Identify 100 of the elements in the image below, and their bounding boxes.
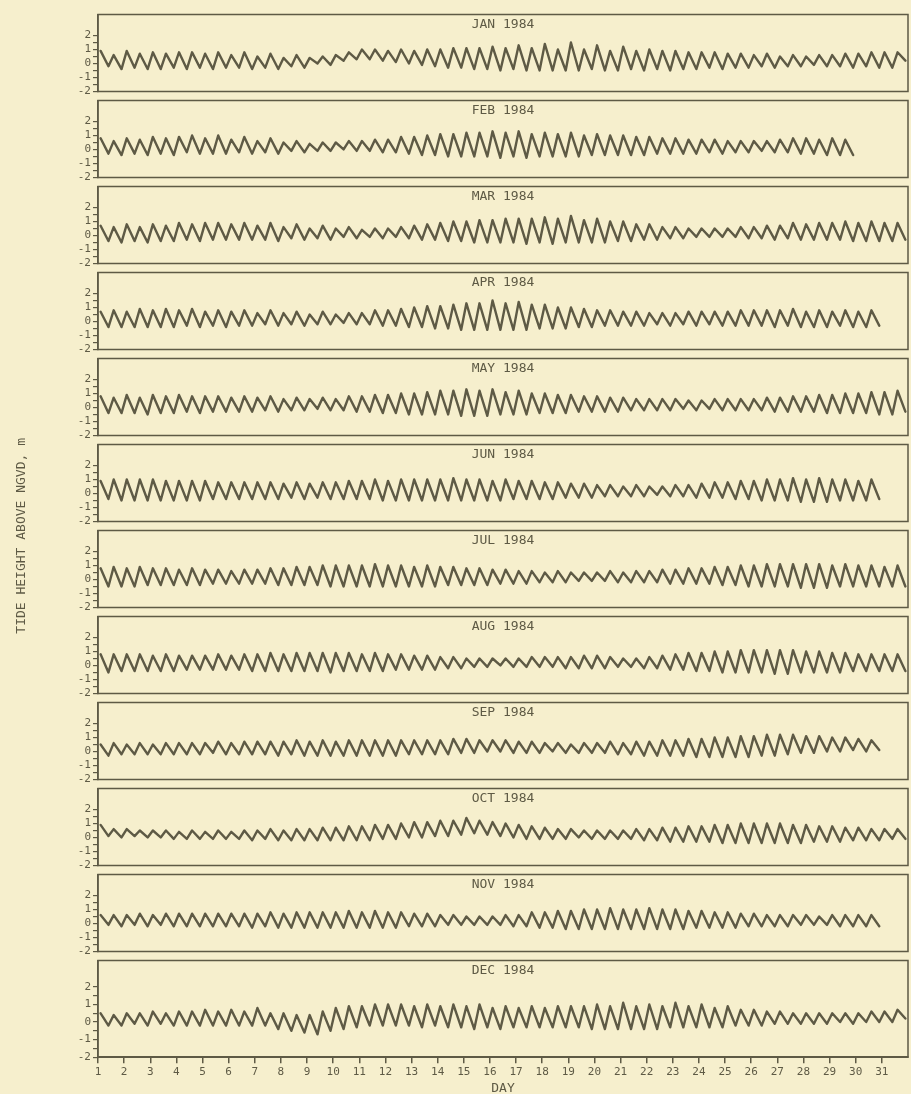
chart-title: NOV 1984 bbox=[471, 876, 535, 892]
x-tick-label: 3 bbox=[146, 1064, 154, 1078]
y-tick-label: -2 bbox=[77, 84, 91, 98]
y-tick-label: -2 bbox=[77, 428, 91, 442]
x-tick-label: 5 bbox=[199, 1064, 206, 1078]
y-tick-label: -2 bbox=[77, 944, 91, 958]
x-tick-label: 31 bbox=[875, 1064, 889, 1078]
y-tick-label: -1 bbox=[77, 414, 91, 428]
x-tick-label: 28 bbox=[796, 1064, 811, 1078]
y-tick-label: -1 bbox=[77, 758, 91, 772]
y-tick-label: -1 bbox=[77, 586, 91, 600]
y-tick-label: 1 bbox=[84, 902, 91, 916]
x-tick-label: 16 bbox=[483, 1064, 497, 1078]
x-tick-label: 23 bbox=[666, 1064, 680, 1078]
x-tick-label: 10 bbox=[326, 1064, 340, 1078]
chart-title: JAN 1984 bbox=[471, 16, 535, 32]
x-tick-label: 22 bbox=[640, 1064, 654, 1078]
chart-title: AUG 1984 bbox=[471, 618, 535, 634]
y-tick-label: 1 bbox=[84, 128, 91, 142]
y-tick-label: 0 bbox=[84, 314, 91, 328]
x-axis-title: DAY bbox=[491, 1079, 515, 1094]
y-tick-label: 0 bbox=[84, 142, 91, 156]
y-tick-label: -1 bbox=[77, 156, 91, 170]
y-tick-label: 1 bbox=[84, 644, 91, 658]
y-tick-label: -2 bbox=[77, 772, 91, 786]
y-tick-label: 0 bbox=[84, 744, 91, 758]
y-tick-label: 1 bbox=[84, 730, 91, 744]
y-tick-label: 2 bbox=[84, 28, 91, 42]
y-tick-label: 2 bbox=[84, 200, 91, 214]
x-tick-label: 2 bbox=[120, 1064, 128, 1078]
y-tick-label: 1 bbox=[84, 816, 91, 830]
y-tick-label: 2 bbox=[84, 286, 91, 300]
y-tick-label: -2 bbox=[77, 858, 91, 872]
y-tick-label: 0 bbox=[84, 572, 91, 586]
chart-title: SEP 1984 bbox=[471, 704, 535, 720]
x-tick-label: 24 bbox=[692, 1064, 706, 1078]
y-tick-label: 0 bbox=[84, 400, 91, 414]
y-tick-label: 2 bbox=[84, 979, 91, 993]
x-tick-label: 20 bbox=[587, 1064, 602, 1078]
x-tick-label: 18 bbox=[535, 1064, 549, 1078]
x-tick-label: 8 bbox=[277, 1064, 285, 1078]
chart-title: MAR 1984 bbox=[471, 188, 535, 204]
y-tick-label: 2 bbox=[84, 802, 91, 816]
y-tick-label: 0 bbox=[84, 228, 91, 242]
y-tick-label: 0 bbox=[84, 56, 91, 70]
y-tick-label: 2 bbox=[84, 544, 91, 558]
y-tick-label: 2 bbox=[84, 114, 91, 128]
x-tick-label: 13 bbox=[404, 1064, 419, 1078]
y-tick-label: -1 bbox=[77, 672, 91, 686]
y-tick-label: 2 bbox=[84, 888, 91, 902]
x-tick-label: 1 bbox=[94, 1064, 102, 1078]
x-tick-label: 12 bbox=[378, 1064, 393, 1078]
x-tick-label: 4 bbox=[173, 1064, 181, 1078]
x-tick-label: 9 bbox=[303, 1064, 311, 1078]
y-tick-label: -2 bbox=[77, 514, 91, 528]
y-tick-label: -1 bbox=[77, 844, 91, 858]
y-tick-label: 2 bbox=[84, 458, 91, 472]
y-tick-label: -1 bbox=[77, 70, 91, 84]
y-tick-label: -2 bbox=[77, 686, 91, 700]
y-tick-label: 1 bbox=[84, 42, 91, 56]
x-tick-label: 6 bbox=[225, 1064, 232, 1078]
chart-title: FEB 1984 bbox=[471, 102, 535, 118]
x-tick-label: 27 bbox=[770, 1064, 784, 1078]
x-tick-label: 26 bbox=[744, 1064, 758, 1078]
x-tick-label: 7 bbox=[251, 1064, 259, 1078]
y-tick-label: -2 bbox=[77, 170, 91, 184]
y-tick-label: -1 bbox=[77, 328, 91, 342]
x-tick-label: 19 bbox=[561, 1064, 575, 1078]
y-tick-label: -2 bbox=[77, 256, 91, 270]
y-tick-label: 0 bbox=[84, 658, 91, 672]
y-tick-label: 1 bbox=[84, 472, 91, 486]
chart-title: OCT 1984 bbox=[471, 790, 535, 806]
y-tick-label: 1 bbox=[84, 997, 91, 1011]
y-tick-label: 0 bbox=[84, 486, 91, 500]
x-tick-label: 25 bbox=[718, 1064, 732, 1078]
y-tick-label: -1 bbox=[77, 242, 91, 256]
y-tick-label: 0 bbox=[84, 1014, 91, 1028]
x-tick-label: 14 bbox=[431, 1064, 445, 1078]
chart-title: JUL 1984 bbox=[471, 532, 535, 548]
y-tick-label: 2 bbox=[84, 372, 91, 386]
y-tick-label: -2 bbox=[77, 600, 91, 614]
y-tick-label: 2 bbox=[84, 716, 91, 730]
y-tick-label: 1 bbox=[84, 386, 91, 400]
y-tick-label: -2 bbox=[77, 342, 91, 356]
y-tick-label: -1 bbox=[77, 500, 91, 514]
x-tick-label: 15 bbox=[457, 1064, 471, 1078]
chart-title: MAY 1984 bbox=[471, 360, 535, 376]
y-tick-label: 1 bbox=[84, 558, 91, 572]
y-tick-label: 0 bbox=[84, 916, 91, 930]
chart-title: DEC 1984 bbox=[471, 962, 535, 978]
chart-title: APR 1984 bbox=[471, 274, 535, 290]
y-tick-label: -1 bbox=[77, 930, 91, 944]
x-tick-label: 11 bbox=[352, 1064, 366, 1078]
y-tick-label: 0 bbox=[84, 830, 91, 844]
x-tick-label: 30 bbox=[849, 1064, 863, 1078]
y-tick-label: -2 bbox=[77, 1050, 91, 1064]
y-tick-label: 1 bbox=[84, 300, 91, 314]
y-tick-label: 1 bbox=[84, 214, 91, 228]
x-tick-label: 29 bbox=[822, 1064, 837, 1078]
chart-title: JUN 1984 bbox=[471, 446, 535, 462]
